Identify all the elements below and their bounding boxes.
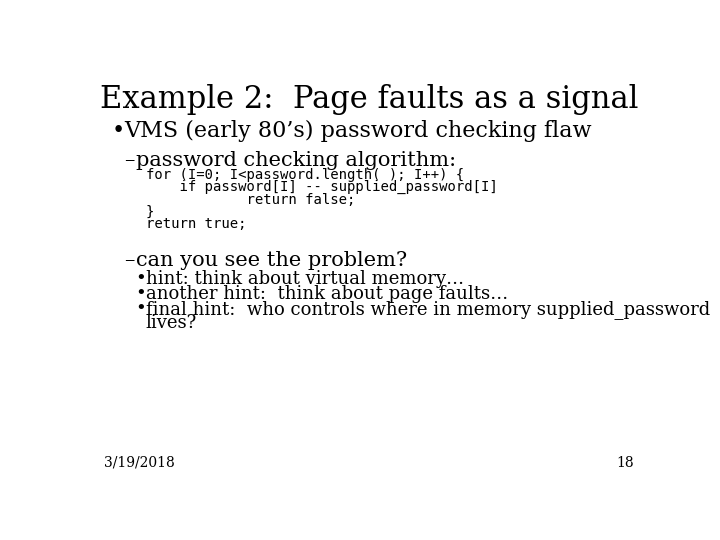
Text: final hint:  who controls where in memory supplied_password: final hint: who controls where in memory… — [145, 300, 710, 319]
Text: return false;: return false; — [145, 193, 355, 207]
Text: •: • — [112, 120, 125, 142]
Text: –: – — [124, 151, 135, 170]
Text: –: – — [124, 251, 135, 270]
Text: can you see the problem?: can you see the problem? — [137, 251, 408, 270]
Text: another hint:  think about page faults…: another hint: think about page faults… — [145, 285, 508, 303]
Text: •: • — [135, 269, 145, 288]
Text: return true;: return true; — [145, 217, 246, 231]
Text: VMS (early 80’s) password checking flaw: VMS (early 80’s) password checking flaw — [124, 120, 592, 143]
Text: hint: think about virtual memory…: hint: think about virtual memory… — [145, 269, 464, 288]
Text: •: • — [135, 300, 145, 319]
Text: •: • — [135, 285, 145, 303]
Text: Example 2:  Page faults as a signal: Example 2: Page faults as a signal — [100, 84, 638, 115]
Text: }: } — [145, 205, 154, 219]
Text: if password[I] -- supplied_password[I]: if password[I] -- supplied_password[I] — [145, 180, 498, 194]
Text: password checking algorithm:: password checking algorithm: — [137, 151, 456, 170]
Text: for (I=0; I<password.length( ); I++) {: for (I=0; I<password.length( ); I++) { — [145, 168, 464, 182]
Text: 18: 18 — [616, 456, 634, 470]
Text: 3/19/2018: 3/19/2018 — [104, 456, 175, 470]
Text: lives?: lives? — [145, 314, 197, 332]
